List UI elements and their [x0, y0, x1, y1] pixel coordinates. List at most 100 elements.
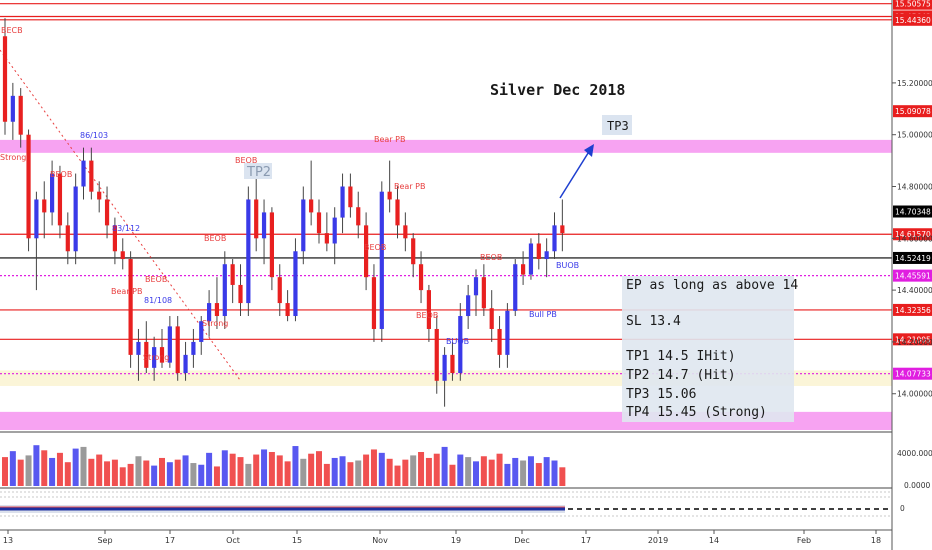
volume-bar-50 — [394, 465, 401, 486]
candle-33 — [261, 212, 267, 239]
volume-bar-62 — [488, 459, 495, 486]
volume-bar-3 — [25, 455, 32, 486]
candle-9 — [73, 186, 78, 252]
info-line-6: TP4 15.45 (Strong) — [626, 405, 767, 420]
candle-28 — [222, 264, 227, 317]
target-arrow — [559, 149, 591, 199]
candle-58 — [458, 316, 463, 374]
candle-26 — [207, 303, 212, 322]
label-beob-4: BEOB — [235, 156, 257, 165]
volume-bar-0 — [2, 457, 8, 486]
volume-bar-58 — [457, 454, 464, 486]
candle-67 — [528, 243, 534, 275]
volume-bar-12 — [96, 454, 103, 486]
candle-48 — [379, 191, 384, 329]
price-level-2-tag — [893, 13, 932, 26]
volume-bar-49 — [386, 458, 393, 486]
candle-71 — [560, 225, 565, 234]
volume-bar-60 — [473, 461, 479, 486]
candle-5 — [42, 199, 47, 213]
indicator-zero-label: 0 — [900, 504, 905, 513]
volume-bar-42 — [331, 457, 338, 486]
label-beob-1: BEOB — [50, 170, 72, 179]
candle-39 — [309, 199, 314, 213]
y-tick-label-4: 14.40000 — [897, 286, 932, 295]
x-tick-label-11: Feb — [797, 536, 811, 545]
y-tick-label-5: 14.20000 — [897, 338, 932, 347]
volume-bar-39 — [308, 453, 315, 486]
dotted-level-1-tag-text: 14.07733 — [895, 370, 931, 379]
volume-bar-30 — [237, 457, 244, 486]
x-tick-label-12: 18 — [871, 536, 881, 545]
target-arrow-head — [584, 144, 594, 157]
candle-31 — [246, 199, 251, 304]
volume-bar-43 — [339, 456, 346, 486]
x-tick-label-9: 2019 — [648, 536, 668, 545]
candle-65 — [513, 264, 518, 311]
candle-41 — [324, 233, 329, 244]
volume-bar-29 — [229, 453, 236, 486]
volume-bar-37 — [292, 446, 299, 486]
candle-10 — [81, 160, 86, 187]
candle-63 — [497, 328, 502, 355]
volume-bar-14 — [111, 459, 118, 486]
candle-17 — [136, 341, 141, 355]
volume-bar-64 — [504, 463, 511, 486]
candle-19 — [152, 347, 157, 368]
candle-24 — [191, 341, 196, 355]
candle-2 — [18, 95, 23, 135]
volume-bar-24 — [190, 463, 197, 486]
label-beob-3: BEOB — [204, 234, 226, 243]
dotted-level-0-tag — [893, 269, 932, 282]
label-r2: 83/112 — [112, 224, 140, 233]
candle-54 — [426, 290, 431, 329]
info-line-3: TP1 14.5 IHit) — [626, 349, 736, 364]
chart-title: Silver Dec 2018 — [490, 81, 625, 99]
candle-43 — [340, 186, 345, 218]
price-level-0-tag — [893, 0, 932, 10]
candle-69 — [544, 251, 549, 260]
dotted-level-1-tag — [893, 367, 932, 380]
label-r1: 86/103 — [80, 131, 108, 140]
y-tick-label-2: 14.80000 — [897, 183, 932, 192]
volume-bar-34 — [268, 452, 275, 486]
label-bear-pb-1: Bear PB — [111, 287, 142, 296]
volume-bar-27 — [213, 466, 220, 486]
candle-60 — [473, 277, 479, 296]
candle-37 — [293, 251, 298, 317]
candle-32 — [254, 199, 259, 239]
label-strong-3: Strong — [202, 319, 228, 328]
volume-bar-4 — [33, 445, 40, 486]
label-becb-1: BECB — [1, 26, 23, 35]
x-tick-label-6: 19 — [451, 536, 461, 545]
candle-56 — [442, 354, 447, 381]
volume-bar-28 — [221, 450, 228, 486]
candle-57 — [450, 354, 455, 374]
candle-46 — [364, 225, 369, 278]
volume-zero-label: 0.0000 — [904, 481, 930, 490]
volume-bar-11 — [88, 458, 95, 486]
price-level-5-tag — [893, 303, 932, 316]
volume-bar-15 — [119, 467, 126, 486]
volume-bar-66 — [520, 460, 527, 486]
volume-bar-61 — [480, 456, 487, 486]
candle-8 — [65, 225, 70, 252]
candle-4 — [34, 199, 39, 239]
dotted-level-0-tag-text: 14.45591 — [895, 272, 931, 281]
candle-22 — [175, 326, 180, 374]
label-bear-pb-3: Bear PB — [394, 182, 425, 191]
price-zone-0 — [0, 139, 892, 153]
candle-12 — [97, 191, 102, 200]
candle-45 — [356, 207, 361, 226]
label-tp2: TP2 — [246, 165, 271, 180]
volume-bar-70 — [551, 460, 558, 486]
indicator-pane — [0, 491, 892, 517]
x-tick-label-4: 15 — [292, 536, 302, 545]
volume-max-label: 4000.0000 — [897, 449, 932, 458]
candle-34 — [269, 212, 274, 278]
candle-0 — [2, 36, 8, 122]
price-level-5-tag-text: 14.32356 — [895, 306, 931, 315]
candle-29 — [230, 264, 235, 285]
candle-62 — [489, 308, 494, 329]
